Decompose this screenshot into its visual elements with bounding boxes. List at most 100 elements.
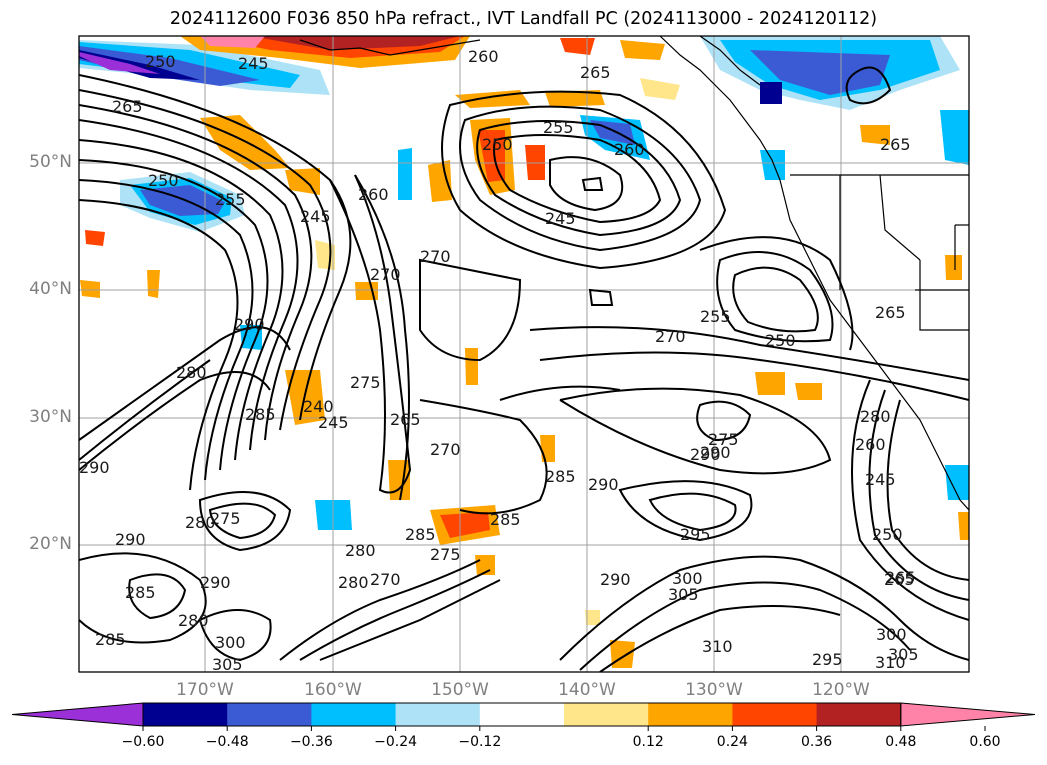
- contour-label: 260: [614, 140, 645, 159]
- contour-label: 295: [812, 650, 843, 669]
- neg-patch: [79, 46, 260, 86]
- neg-patch: [79, 50, 200, 80]
- contour-label: 270: [370, 265, 401, 284]
- contour-label: 310: [875, 653, 906, 672]
- colorbar-tick-label: −0.24: [374, 734, 418, 750]
- contour-label: 275: [430, 545, 461, 564]
- colorbar-tick-label: 0.12: [632, 734, 664, 750]
- contour-label: 250: [482, 135, 513, 154]
- colorbar: [11, 702, 1036, 731]
- colorbar-segment: [564, 703, 649, 726]
- contour-label: 285: [490, 510, 521, 529]
- colorbar-segment: [311, 703, 397, 726]
- contour-label: 255: [700, 307, 731, 326]
- contour-labels: 250 245 265 260 250 255 260 265 250 255 …: [79, 47, 919, 674]
- contour-label: 270: [370, 570, 401, 589]
- neg-patch: [79, 52, 160, 74]
- colorbar-segment: [395, 703, 481, 726]
- contour-label: 265: [885, 568, 916, 587]
- contour-label: 245: [300, 207, 331, 226]
- pos-patch: [250, 36, 460, 50]
- contour-label: 270: [420, 247, 451, 266]
- contour-label: 275: [350, 373, 381, 392]
- contour-label: 280: [860, 407, 891, 426]
- colorbar-tick-label: −0.36: [289, 734, 333, 750]
- contour-label: 305: [668, 585, 699, 604]
- contour-label: 245: [865, 470, 896, 489]
- lat-label-50n: 50°N: [29, 152, 72, 172]
- contour-label: 255: [215, 190, 246, 209]
- colorbar-tick-label: 0.60: [969, 734, 1001, 750]
- lon-label-140w: 140°W: [558, 680, 616, 700]
- contour-label: 285: [95, 630, 126, 649]
- contour-label: 275: [708, 430, 739, 449]
- contour-label: 250: [765, 331, 796, 350]
- contour-label: 265: [390, 410, 421, 429]
- colorbar-extend-low: [11, 702, 144, 727]
- contour-label: 280: [176, 363, 207, 382]
- contour-label: 290: [234, 315, 265, 334]
- contour-label: 250: [145, 52, 176, 71]
- contour-label: 300: [672, 569, 703, 588]
- contour-label: 245: [238, 54, 269, 73]
- contour-lines: [79, 66, 969, 672]
- colorbar-tick-label: 0.48: [885, 734, 917, 750]
- contour-label: 285: [125, 583, 156, 602]
- contour-label: 260: [468, 47, 499, 66]
- contour-label: 285: [545, 467, 576, 486]
- colorbar-segment: [648, 703, 733, 726]
- contour-label: 265: [875, 303, 906, 322]
- coastline: [299, 36, 969, 511]
- contour-label: 285: [405, 525, 436, 544]
- contour-label: 260: [358, 185, 389, 204]
- plot-frame: [78, 35, 970, 673]
- contour-label: 265: [112, 97, 143, 116]
- contour-label: 285: [245, 405, 276, 424]
- colorbar-tick-label: −0.48: [205, 734, 249, 750]
- contour-label: 260: [855, 435, 886, 454]
- contour-label: 265: [884, 570, 915, 589]
- contour-label: 280: [345, 541, 376, 560]
- lon-label-150w: 150°W: [431, 680, 489, 700]
- lat-label-20n: 20°N: [29, 534, 72, 554]
- contour-label: 305: [212, 655, 243, 674]
- map-title: 2024112600 F036 850 hPa refract., IVT La…: [169, 9, 878, 29]
- pos-patch: [200, 36, 265, 48]
- colorbar-tick-label: −0.12: [458, 734, 502, 750]
- contour-label: 290: [200, 573, 231, 592]
- contour-label: 290: [588, 475, 619, 494]
- contour-label: 280: [178, 611, 209, 630]
- contour-label: 290: [700, 443, 731, 462]
- contour-label: 305: [888, 645, 919, 664]
- colorbar-segment: [732, 703, 818, 726]
- contour-label: 280: [338, 573, 369, 592]
- contour-label: 300: [215, 633, 246, 652]
- contour-label: 310: [702, 637, 733, 656]
- contour-label: 300: [876, 625, 907, 644]
- lon-label-130w: 130°W: [685, 680, 743, 700]
- lon-label-160w: 160°W: [304, 680, 362, 700]
- contour-label: 270: [430, 440, 461, 459]
- contour-label: 265: [580, 63, 611, 82]
- colorbar-segment: [227, 703, 312, 726]
- colorbar-segment: [479, 703, 565, 726]
- contour-label: 295: [680, 525, 711, 544]
- contour-label: 245: [545, 209, 576, 228]
- colorbar-segment: [816, 703, 902, 726]
- colorbar-outline: [142, 702, 902, 727]
- colorbar-segment: [143, 703, 228, 726]
- contour-label: 265: [880, 135, 911, 154]
- contour-label: 290: [115, 530, 146, 549]
- contour-label: 275: [210, 509, 241, 528]
- lon-label-170w: 170°W: [176, 680, 234, 700]
- colorbar-tick-label: −0.60: [121, 734, 165, 750]
- contour-label: 290: [79, 458, 110, 477]
- contour-label: 250: [148, 171, 179, 190]
- contour-label: 240: [303, 397, 334, 416]
- colorbar-extend-high: [900, 702, 1036, 727]
- contour-label: 255: [543, 118, 574, 137]
- colorbar-tick-label: 0.24: [716, 734, 748, 750]
- contour-label: 280: [185, 513, 216, 532]
- lon-label-120w: 120°W: [812, 680, 870, 700]
